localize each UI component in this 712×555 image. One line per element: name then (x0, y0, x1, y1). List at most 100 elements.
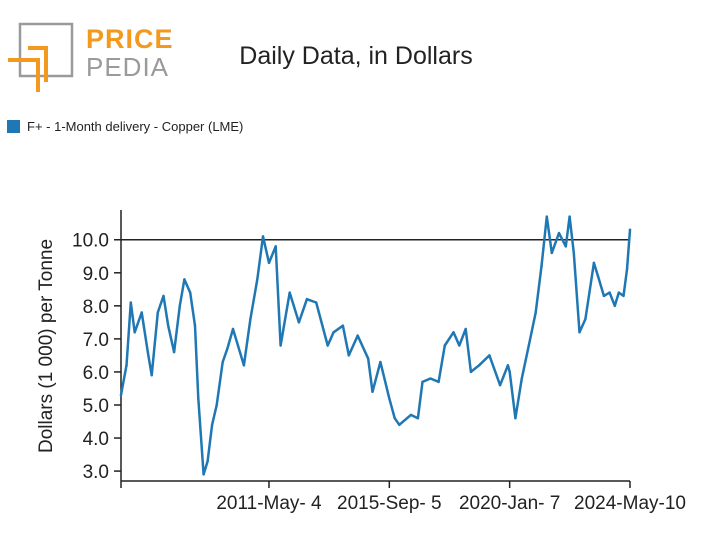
series-0-point-7 (156, 311, 160, 314)
series-0-point-60 (514, 417, 517, 420)
series-0-point-33 (315, 301, 318, 304)
series-0-point-38 (356, 334, 359, 337)
y-tick-label-3: 6.0 (83, 363, 109, 384)
y-tick-label-1: 4.0 (83, 429, 109, 450)
series-0-point-75 (602, 294, 606, 298)
series-0-point-19 (215, 403, 218, 407)
series-0-point-68 (564, 245, 567, 248)
series-0-point-27 (267, 261, 271, 265)
series-0-point-59 (508, 370, 511, 374)
series-0-point-20 (221, 360, 224, 364)
series-0-point-76 (608, 291, 611, 294)
x-tick-label-0: 2011-May- 4 (216, 493, 322, 514)
series-0-point-36 (341, 324, 345, 327)
y-tick-label-0: 3.0 (83, 462, 109, 483)
series-0-point-23 (242, 364, 246, 367)
series-0-point-74 (596, 274, 600, 278)
y-tick-label-2: 5.0 (83, 396, 109, 417)
series-0-point-43 (393, 417, 396, 420)
series-0-point-35 (332, 331, 335, 334)
y-tick-label-6: 9.0 (83, 264, 109, 285)
series-0-point-72 (584, 317, 587, 321)
series-0-point-9 (167, 324, 170, 327)
series-0-point-54 (469, 370, 473, 374)
series-0-point-61 (520, 377, 524, 380)
series-0-point-6 (150, 374, 153, 377)
series-0-point-15 (197, 397, 200, 400)
series-0-point-2 (129, 301, 132, 304)
series-0-point-67 (557, 231, 561, 235)
series-0-point-52 (458, 344, 461, 347)
x-tick-label-2: 2020-Jan- 7 (459, 493, 560, 514)
series-0-point-73 (592, 261, 596, 265)
series-0-point-48 (429, 377, 432, 380)
series-0-point-1 (125, 364, 128, 367)
series-0-point-12 (183, 278, 186, 281)
series-0-point-37 (347, 354, 350, 357)
legend-label: F+ - 1-Month delivery - Copper (LME) (27, 119, 244, 134)
series-0-point-41 (379, 360, 382, 364)
series-0-point-66 (550, 251, 553, 255)
series-0-point-53 (464, 327, 467, 331)
series-0-point-80 (625, 268, 629, 271)
series-0-point-62 (527, 344, 530, 347)
series-0-point-69 (568, 215, 571, 218)
series-0-point-17 (206, 459, 209, 463)
logo-orange-bracket-outer (28, 46, 48, 82)
logo-orange-bracket-inner (8, 58, 40, 92)
series-line-0 (119, 215, 632, 476)
series-0-point-34 (326, 344, 329, 347)
series-0-point-58 (506, 364, 510, 367)
y-tick-label-5: 8.0 (83, 297, 109, 318)
x-axis: 2011-May- 4 2015-Sep- 5 2020-Jan- 7 2024-Ma… (120, 480, 686, 514)
series-0-point-65 (545, 215, 548, 218)
series-0-point-42 (388, 397, 391, 400)
y-tick-label-7: 10.0 (72, 231, 109, 252)
pricepedia-logo: PRICE PEDIA (8, 20, 173, 92)
logo-mark (8, 22, 74, 92)
series-0-point-57 (498, 383, 502, 387)
y-axis-label: Dollars (1 000) per Tonne (36, 239, 57, 453)
chart-title: Daily Data, in Dollars (239, 42, 473, 70)
series-0-point-77 (613, 304, 617, 308)
series-0-point-10 (172, 350, 176, 354)
series-0-point-55 (477, 364, 481, 367)
series-0-point-49 (437, 380, 440, 384)
series-0-point-39 (367, 357, 370, 360)
logo-word-bottom: PEDIA (86, 52, 170, 82)
series-0-point-8 (162, 294, 165, 298)
legend[interactable]: F+ - 1-Month delivery - Copper (LME) (7, 119, 243, 134)
series-group (119, 215, 632, 476)
series-0-point-13 (189, 291, 192, 294)
series-0-point-63 (534, 311, 537, 314)
series-0-point-14 (193, 324, 197, 327)
series-0-point-28 (274, 245, 277, 248)
series-0-point-46 (416, 417, 420, 420)
series-0-point-24 (249, 317, 252, 321)
series-0-point-0 (119, 393, 123, 397)
x-tick-label-3: 2024-May-10 (574, 493, 686, 514)
series-0-point-64 (540, 264, 543, 268)
series-0-point-79 (622, 294, 625, 298)
series-0-point-32 (305, 298, 309, 301)
series-0-point-30 (288, 291, 291, 294)
series-0-point-50 (443, 344, 447, 347)
logo-word-top: PRICE (86, 24, 174, 54)
series-0-point-51 (452, 331, 455, 334)
series-0-point-25 (256, 278, 259, 281)
series-0-point-29 (279, 344, 282, 347)
series-0-point-18 (210, 423, 214, 427)
series-0-point-45 (409, 413, 413, 417)
series-0-point-5 (146, 350, 150, 354)
series-0-point-44 (398, 423, 401, 427)
y-tick-label-4: 7.0 (83, 330, 109, 351)
series-0-point-70 (572, 251, 576, 255)
series-0-point-47 (421, 380, 424, 384)
series-0-point-26 (261, 235, 265, 238)
series-0-point-22 (231, 327, 235, 331)
series-0-point-31 (297, 321, 301, 324)
series-0-point-56 (488, 354, 491, 357)
series-0-point-40 (371, 390, 374, 393)
series-0-point-16 (202, 473, 205, 476)
